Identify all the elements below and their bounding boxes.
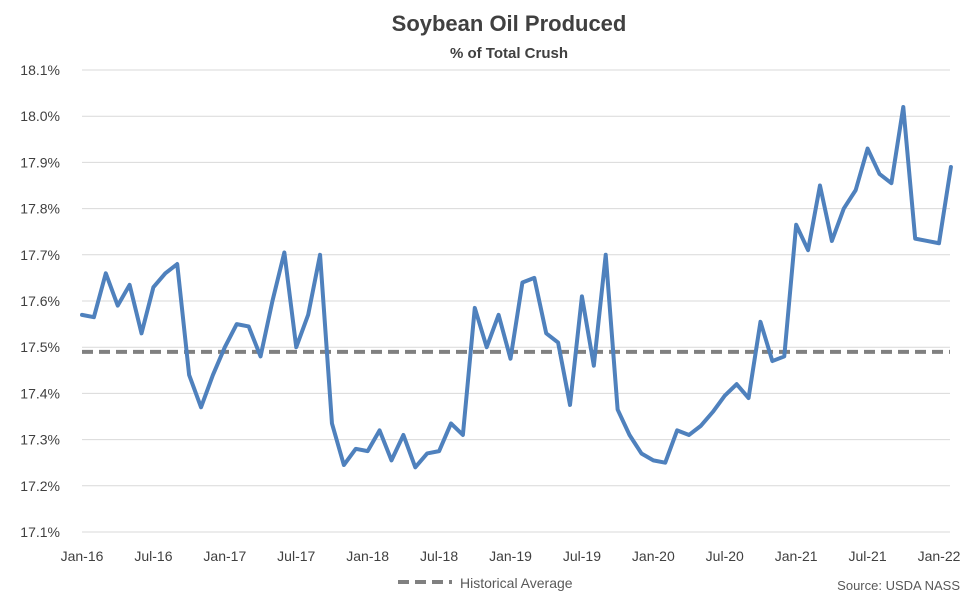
y-tick-label: 17.7%	[20, 247, 60, 263]
chart-subtitle: % of Total Crush	[450, 45, 568, 62]
y-tick-label: 17.5%	[20, 339, 60, 355]
chart-title: Soybean Oil Produced	[392, 11, 627, 36]
legend: Historical Average	[398, 575, 573, 591]
x-tick-label: Jan-19	[489, 548, 532, 564]
x-tick-label: Jan-17	[203, 548, 246, 564]
y-tick-label: 17.4%	[20, 385, 60, 401]
y-tick-label: 18.1%	[20, 62, 60, 78]
series-layer	[80, 104, 953, 470]
y-tick-label: 17.6%	[20, 293, 60, 309]
x-axis-ticks: Jan-16 Jul-16 Jan-17 Jul-17 Jan-18 Jul-18 Jan-…	[61, 548, 961, 564]
y-tick-label: 18.0%	[20, 108, 60, 124]
x-tick-label: Jan-16	[61, 548, 104, 564]
x-tick-label: Jan-22	[918, 548, 961, 564]
x-tick-label: Jan-20	[632, 548, 675, 564]
y-axis-ticks: 17.1% 17.2% 17.3% 17.4% 17.5% 17.6% 17.7% 17.8%…	[20, 62, 60, 540]
legend-label-historical-average: Historical Average	[460, 575, 573, 591]
y-tick-label: 17.3%	[20, 432, 60, 448]
y-tick-label: 17.2%	[20, 478, 60, 494]
x-tick-label: Jul-16	[134, 548, 172, 564]
x-tick-label: Jan-18	[346, 548, 389, 564]
y-tick-label: 17.8%	[20, 201, 60, 217]
source-note: Source: USDA NASS	[837, 578, 960, 593]
y-tick-label: 17.1%	[20, 524, 60, 540]
x-tick-label: Jul-18	[420, 548, 458, 564]
x-tick-label: Jul-19	[563, 548, 601, 564]
y-tick-label: 17.9%	[20, 154, 60, 170]
gridlines	[82, 69, 950, 533]
x-tick-label: Jul-21	[849, 548, 887, 564]
x-tick-label: Jul-17	[277, 548, 315, 564]
x-tick-label: Jul-20	[706, 548, 744, 564]
x-tick-label: Jan-21	[775, 548, 818, 564]
series-line-soybean-oil	[80, 104, 953, 470]
